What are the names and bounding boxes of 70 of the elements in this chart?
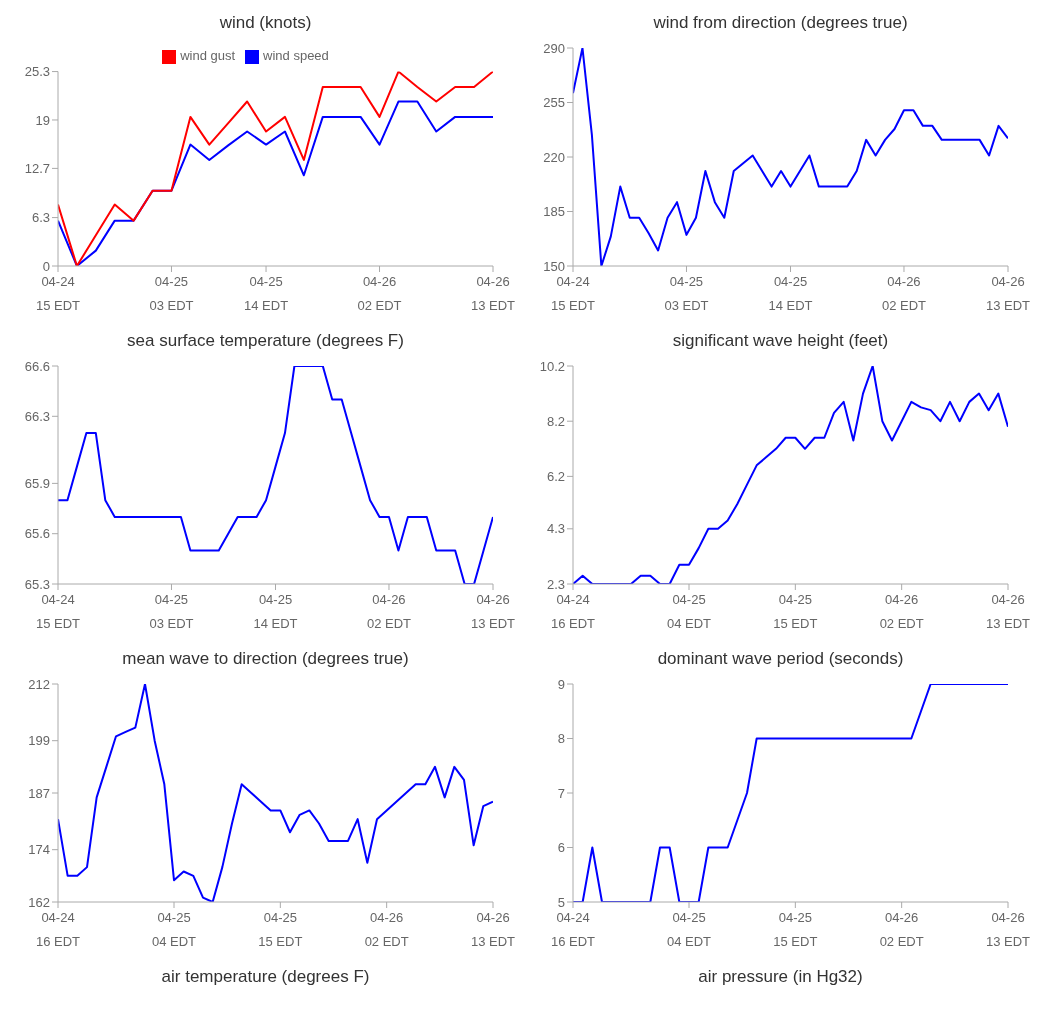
x-tick-label: 04-26 13 EDT (985, 910, 1031, 949)
y-tick-label: 185 (543, 204, 565, 220)
y-tick-label: 162 (28, 894, 50, 910)
x-tick-label: 04-26 02 EDT (879, 592, 924, 631)
y-tick-label: 6.3 (31, 210, 50, 226)
x-tick-label: 04-25 04 EDT (666, 592, 712, 631)
x-tick-label: 04-25 14 EDT (768, 274, 813, 313)
y-tick-label: 7 (557, 785, 565, 801)
y-tick-label: 6.2 (546, 468, 565, 484)
y-tick-label: 65.3 (24, 576, 50, 592)
x-tick-label: 04-26 02 EDT (364, 910, 409, 949)
y-tick-label: 19 (35, 112, 50, 128)
x-tick-label: 04-26 02 EDT (881, 274, 927, 313)
y-tick-label: 2.3 (546, 576, 565, 592)
x-tick-label: 04-26 13 EDT (985, 592, 1031, 631)
y-tick-label: 199 (28, 733, 50, 749)
text: air temperature (degrees F) (160, 966, 371, 988)
y-tick-label: 8 (557, 731, 565, 747)
x-tick-label: 04-25 03 EDT (664, 274, 709, 313)
x-tick-label: 04-24 15 EDT (35, 274, 81, 313)
x-tick-label: 04-24 16 EDT (550, 910, 596, 949)
x-tick-label: 04-26 02 EDT (357, 274, 402, 313)
x-tick-label: 04-24 16 EDT (550, 592, 596, 631)
chart-title: wind (knots) (218, 12, 313, 34)
x-tick-label: 04-26 02 EDT (879, 910, 924, 949)
y-tick-label: 66.6 (24, 358, 50, 374)
y-tick-label: 290 (543, 40, 565, 56)
y-tick-label: 174 (28, 842, 50, 858)
x-tick-label: 04-26 13 EDT (470, 274, 516, 313)
y-tick-label: 150 (543, 258, 565, 274)
x-tick-label: 04-26 02 EDT (366, 592, 412, 631)
y-tick-label: 9 (557, 676, 565, 692)
y-tick-label: 255 (543, 95, 565, 111)
x-tick-label: 04-26 13 EDT (985, 274, 1031, 313)
x-tick-label: 04-25 15 EDT (773, 592, 818, 631)
y-tick-label: 6 (557, 840, 565, 856)
legend-label: wind speed (263, 48, 329, 63)
x-tick-label: 04-24 16 EDT (35, 910, 81, 949)
x-tick-label: 04-25 15 EDT (258, 910, 303, 949)
x-tick-label: 04-25 14 EDT (253, 592, 298, 631)
y-tick-label: 25.3 (24, 64, 50, 80)
y-tick-label: 4.3 (546, 521, 565, 537)
y-tick-label: 187 (28, 785, 50, 801)
y-tick-label: 65.6 (24, 526, 50, 542)
x-tick-label: 04-24 15 EDT (550, 274, 596, 313)
x-tick-label: 04-26 13 EDT (470, 592, 516, 631)
y-tick-label: 220 (543, 149, 565, 165)
chart-title: wind from direction (degrees true) (652, 12, 909, 34)
x-tick-label: 04-25 04 EDT (151, 910, 197, 949)
x-tick-label: 04-25 03 EDT (149, 274, 194, 313)
x-tick-label: 04-25 04 EDT (666, 910, 712, 949)
x-tick-label: 04-24 15 EDT (35, 592, 81, 631)
legend-label: wind gust (180, 48, 236, 63)
y-tick-label: 212 (28, 676, 50, 692)
y-tick-label: 0 (42, 258, 50, 274)
y-tick-label: 10.2 (539, 358, 565, 374)
y-tick-label: 5 (557, 894, 565, 910)
y-tick-label: 12.7 (24, 161, 50, 177)
text: air pressure (in Hg32) (697, 966, 864, 988)
x-tick-label: 04-25 03 EDT (149, 592, 194, 631)
x-tick-label: 04-25 15 EDT (773, 910, 818, 949)
chart-title: mean wave to direction (degrees true) (121, 648, 410, 670)
y-tick-label: 66.3 (24, 408, 50, 424)
chart-title: significant wave height (feet) (671, 330, 890, 352)
y-tick-label: 8.2 (546, 413, 565, 429)
chart-title: dominant wave period (seconds) (656, 648, 905, 670)
x-tick-label: 04-25 14 EDT (244, 274, 289, 313)
y-tick-label: 65.9 (24, 476, 50, 491)
chart-title: sea surface temperature (degrees F) (126, 330, 405, 352)
x-tick-label: 04-26 13 EDT (470, 910, 516, 949)
